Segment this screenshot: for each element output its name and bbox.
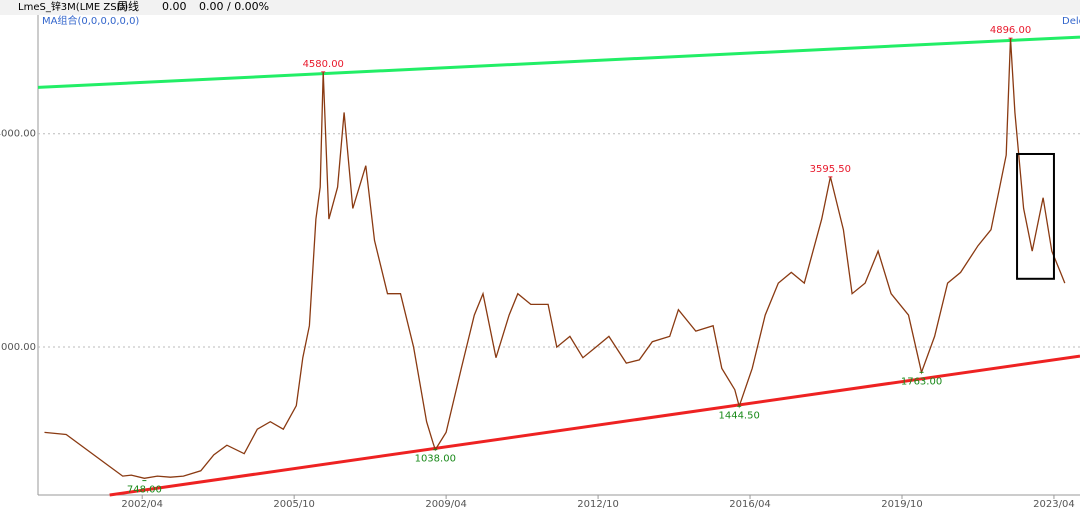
x-tick-label: 2005/10 — [273, 499, 315, 510]
annotation-label: 3595.50 — [810, 164, 851, 175]
annotation-label: 748.00 — [127, 485, 162, 496]
x-tick-label: 2019/10 — [881, 499, 923, 510]
x-tick-label: 2012/10 — [577, 499, 619, 510]
x-tick-label: 2023/04 — [1033, 499, 1075, 510]
x-tick-label: 2016/04 — [729, 499, 771, 510]
x-tick-label: 2009/04 — [425, 499, 467, 510]
highlight-box — [1016, 152, 1055, 280]
annotation-label: 1763.00 — [901, 376, 942, 387]
trend-line — [37, 35, 1080, 89]
trend-line — [109, 354, 1080, 497]
symbol: LmeS_锌3M(LME ZSD) — [18, 0, 128, 13]
annotation-label: 4896.00 — [990, 25, 1031, 36]
y-tick-label: 4000.00 — [0, 129, 36, 140]
corner-label: Dele — [1062, 16, 1080, 27]
change: 0.00 / 0.00% — [199, 0, 269, 13]
price: 0.00 — [162, 0, 187, 13]
price-line — [44, 38, 1066, 479]
indicator: MA组合(0,0,0,0,0,0) — [42, 14, 139, 27]
x-tick-label: 2002/04 — [121, 499, 163, 510]
annotation-label: 1444.50 — [718, 410, 759, 421]
y-tick-label: 2000.00 — [0, 342, 36, 353]
period[interactable]: 周线 — [117, 0, 139, 13]
toolbar — [0, 0, 1080, 15]
annotation-label: 1038.00 — [415, 454, 456, 465]
annotation-label: 4580.00 — [303, 59, 344, 70]
